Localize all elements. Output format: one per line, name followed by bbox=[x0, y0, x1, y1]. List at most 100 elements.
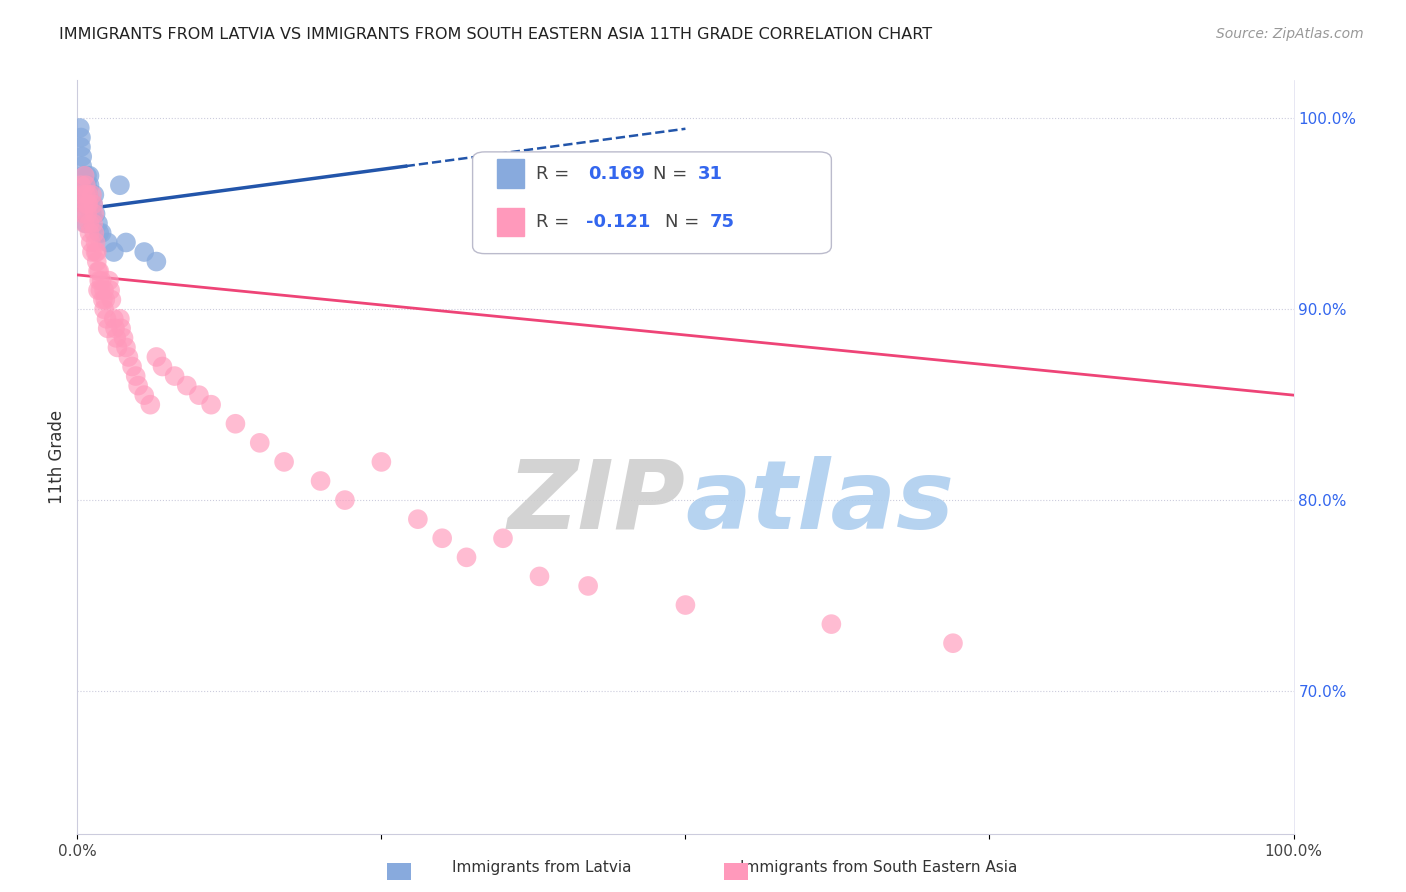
Text: ZIP: ZIP bbox=[508, 456, 686, 549]
Point bbox=[73, 197, 96, 211]
Text: Source: ZipAtlas.com: Source: ZipAtlas.com bbox=[1216, 27, 1364, 41]
Point bbox=[91, 293, 114, 307]
Point bbox=[79, 178, 101, 193]
Point bbox=[576, 579, 599, 593]
Point bbox=[110, 321, 132, 335]
Point bbox=[72, 178, 94, 193]
Point bbox=[80, 245, 103, 260]
Point bbox=[80, 197, 103, 211]
Point bbox=[87, 264, 110, 278]
Point bbox=[224, 417, 246, 431]
Point bbox=[79, 169, 101, 183]
Point bbox=[80, 207, 103, 221]
Point bbox=[90, 274, 112, 288]
Point bbox=[112, 331, 135, 345]
Point bbox=[94, 293, 117, 307]
Point bbox=[406, 512, 429, 526]
Point bbox=[83, 226, 105, 240]
Point bbox=[89, 264, 111, 278]
Y-axis label: 11th Grade: 11th Grade bbox=[48, 410, 66, 504]
Point bbox=[87, 283, 110, 297]
Point bbox=[72, 169, 94, 183]
Point bbox=[79, 226, 101, 240]
Point bbox=[430, 531, 453, 545]
Point bbox=[139, 398, 162, 412]
Point bbox=[820, 617, 842, 632]
Point bbox=[127, 378, 149, 392]
Point bbox=[84, 235, 107, 250]
Point bbox=[76, 197, 98, 211]
Point bbox=[84, 245, 107, 260]
Point bbox=[77, 197, 100, 211]
Point bbox=[86, 254, 108, 268]
Point bbox=[96, 311, 118, 326]
Point bbox=[82, 197, 104, 211]
Point bbox=[75, 207, 97, 221]
Point bbox=[942, 636, 965, 650]
Point bbox=[77, 197, 100, 211]
Point bbox=[75, 187, 97, 202]
Point bbox=[134, 245, 156, 260]
Point bbox=[89, 226, 111, 240]
Point bbox=[529, 569, 551, 583]
Text: -0.121: -0.121 bbox=[586, 213, 650, 231]
Point bbox=[456, 550, 478, 565]
Point bbox=[97, 274, 120, 288]
Text: N =: N = bbox=[652, 165, 693, 183]
Point bbox=[98, 283, 121, 297]
Text: 0.169: 0.169 bbox=[588, 165, 645, 183]
Point bbox=[492, 531, 515, 545]
Point bbox=[70, 187, 93, 202]
Point bbox=[108, 311, 131, 326]
Point bbox=[93, 283, 115, 297]
Point bbox=[152, 359, 174, 374]
Point bbox=[107, 340, 129, 354]
Point bbox=[121, 359, 143, 374]
Point bbox=[134, 388, 156, 402]
Text: R =: R = bbox=[536, 213, 575, 231]
Point bbox=[82, 216, 104, 230]
Point bbox=[97, 321, 120, 335]
Point bbox=[70, 140, 93, 154]
Text: Immigrants from South Eastern Asia: Immigrants from South Eastern Asia bbox=[740, 861, 1018, 875]
Point bbox=[93, 302, 115, 317]
Point bbox=[115, 235, 138, 250]
Point bbox=[249, 435, 271, 450]
Point bbox=[83, 207, 105, 221]
Bar bbox=[496, 208, 523, 236]
Point bbox=[309, 474, 332, 488]
Point bbox=[103, 245, 125, 260]
Text: N =: N = bbox=[665, 213, 704, 231]
Point bbox=[80, 235, 103, 250]
Point bbox=[87, 216, 110, 230]
Point bbox=[70, 130, 93, 145]
Text: Immigrants from Latvia: Immigrants from Latvia bbox=[451, 861, 631, 875]
Point bbox=[145, 254, 167, 268]
Point bbox=[73, 187, 96, 202]
Point bbox=[76, 178, 98, 193]
Text: 75: 75 bbox=[710, 213, 735, 231]
Point bbox=[200, 398, 222, 412]
Point bbox=[89, 274, 111, 288]
Point bbox=[333, 493, 356, 508]
Point bbox=[73, 169, 96, 183]
Point bbox=[163, 369, 186, 384]
Text: R =: R = bbox=[536, 165, 575, 183]
Text: atlas: atlas bbox=[686, 456, 955, 549]
Point bbox=[108, 178, 131, 193]
Point bbox=[77, 187, 100, 202]
Point bbox=[82, 197, 104, 211]
Point bbox=[69, 120, 91, 135]
Point bbox=[176, 378, 198, 392]
Point bbox=[70, 150, 93, 164]
Point bbox=[370, 455, 392, 469]
Point bbox=[76, 169, 98, 183]
Point bbox=[84, 207, 107, 221]
Point bbox=[89, 283, 111, 297]
Point bbox=[105, 331, 128, 345]
Point bbox=[75, 216, 97, 230]
Text: IMMIGRANTS FROM LATVIA VS IMMIGRANTS FROM SOUTH EASTERN ASIA 11TH GRADE CORRELAT: IMMIGRANTS FROM LATVIA VS IMMIGRANTS FRO… bbox=[59, 27, 932, 42]
Point bbox=[675, 598, 697, 612]
Point bbox=[73, 216, 96, 230]
Point bbox=[72, 207, 94, 221]
